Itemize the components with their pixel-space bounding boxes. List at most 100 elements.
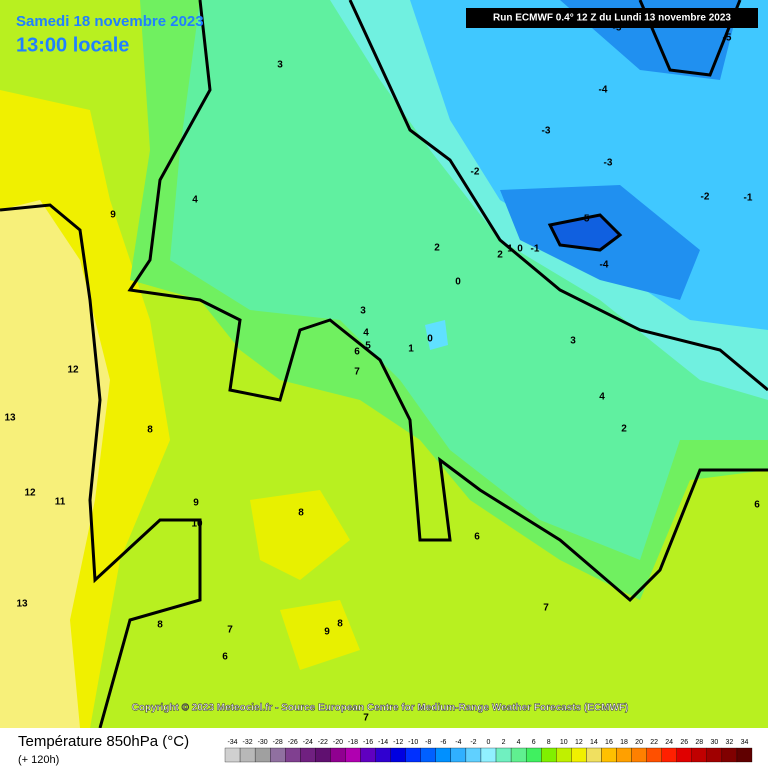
- legend-label: 6: [532, 739, 536, 746]
- cool-patch: [425, 320, 448, 350]
- legend-swatch: [315, 747, 331, 763]
- map-time: 13:00 locale: [16, 34, 129, 56]
- legend-label: 10: [560, 739, 568, 746]
- run-box: [466, 8, 758, 28]
- legend-label: 2: [502, 739, 506, 746]
- contour-label: 9: [110, 210, 116, 221]
- legend-swatch: [270, 747, 286, 763]
- legend-swatch: [360, 747, 376, 763]
- legend-label: 14: [590, 739, 598, 746]
- legend-swatch: [405, 747, 421, 763]
- contour-label: -5: [581, 214, 590, 225]
- contour-label: 8: [157, 620, 163, 631]
- contour-label: 11: [55, 497, 66, 508]
- contour-label: 12: [24, 488, 36, 499]
- contour-label: -3: [604, 158, 613, 169]
- footer-title: Température 850hPa (°C): [18, 733, 189, 750]
- legend-swatch: [736, 747, 753, 763]
- legend-swatch: [556, 747, 572, 763]
- contour-label: 9: [324, 627, 330, 638]
- legend-label: -34: [227, 739, 237, 746]
- legend-swatch: [450, 747, 467, 763]
- contour-label: 3: [360, 306, 366, 317]
- contour-label: 1: [507, 244, 513, 255]
- legend-swatch: [465, 747, 482, 763]
- legend-label: -24: [303, 739, 313, 746]
- legend-swatch: [571, 747, 587, 763]
- contour-label: -1: [744, 193, 753, 204]
- contour-label: 7: [363, 713, 369, 724]
- legend-label: 4: [517, 739, 521, 746]
- contour-label: -4: [599, 85, 608, 96]
- legend-label: 34: [741, 739, 749, 746]
- contour-label: -2: [471, 167, 480, 178]
- contour-label: 12: [67, 365, 79, 376]
- contour-label: 6: [754, 500, 760, 511]
- contour-label: 6: [474, 532, 480, 543]
- legend-swatch: [676, 747, 692, 763]
- warm-patch: [250, 490, 360, 670]
- map: [0, 0, 768, 729]
- legend-label: 8: [547, 739, 551, 746]
- legend-label: -28: [273, 739, 283, 746]
- contour-label: 8: [147, 425, 153, 436]
- legend-swatch: [601, 747, 617, 763]
- contour-label: -2: [701, 192, 710, 203]
- legend-swatch: [661, 747, 677, 763]
- legend-label: -12: [393, 739, 403, 746]
- contour-label: 4: [599, 392, 605, 403]
- contour-label: 9: [193, 498, 199, 509]
- legend-swatch: [345, 747, 361, 763]
- legend-swatch: [525, 747, 542, 763]
- legend-label: 26: [680, 739, 688, 746]
- legend-swatch: [631, 747, 647, 763]
- thick-contours: [0, 0, 768, 729]
- legend-swatch: [706, 747, 723, 763]
- legend-swatch: [480, 747, 497, 763]
- contour-label: 8: [298, 508, 304, 519]
- legend-swatch: [375, 747, 391, 763]
- legend-swatch: [691, 747, 707, 763]
- contour-label: 3: [277, 60, 283, 71]
- contour-label: 3: [570, 336, 576, 347]
- legend-swatch: [435, 747, 452, 763]
- legend-label: 28: [695, 739, 703, 746]
- contour-label: -5: [613, 23, 622, 34]
- legend-label: 20: [635, 739, 643, 746]
- contour-label: 13: [4, 413, 16, 424]
- legend-swatch: [420, 747, 436, 763]
- legend-label: -2: [470, 739, 476, 746]
- legend-swatch: [254, 747, 271, 763]
- legend-swatch: [541, 747, 557, 763]
- contour-label: 2: [621, 424, 627, 435]
- contour-label: -5: [723, 33, 732, 44]
- legend-label: 16: [605, 739, 613, 746]
- legend-swatch: [390, 747, 406, 763]
- legend-label: 24: [665, 739, 673, 746]
- contour-label: 7: [354, 367, 360, 378]
- contour-label: 2: [434, 243, 440, 254]
- contour-label: 6: [354, 347, 360, 358]
- contour-label: 1: [408, 344, 414, 355]
- legend-label: 18: [620, 739, 628, 746]
- legend-swatch: [330, 747, 346, 763]
- legend-label: 12: [575, 739, 583, 746]
- contour-label: -4: [600, 260, 609, 271]
- contour-label: 6: [222, 652, 228, 663]
- legend-label: -20: [333, 739, 343, 746]
- contour-label: 4: [363, 328, 369, 339]
- contour-label: 7: [227, 625, 233, 636]
- cold-core: [550, 215, 620, 250]
- legend-swatch: [721, 747, 738, 763]
- contour-label: 13: [16, 599, 28, 610]
- contour-label: 4: [192, 195, 198, 206]
- run-info: Run ECMWF 0.4° 12 Z du Lundi 13 novembre…: [493, 13, 731, 24]
- legend-swatch: [300, 747, 316, 763]
- legend-swatch: [646, 747, 662, 763]
- contour-label: 2: [497, 250, 503, 261]
- contour-label: 0: [427, 334, 433, 345]
- contour-label: 8: [337, 619, 343, 630]
- copyright: Copyright © 2023 Meteociel.fr - Source E…: [132, 703, 629, 714]
- legend-label: -32: [243, 739, 253, 746]
